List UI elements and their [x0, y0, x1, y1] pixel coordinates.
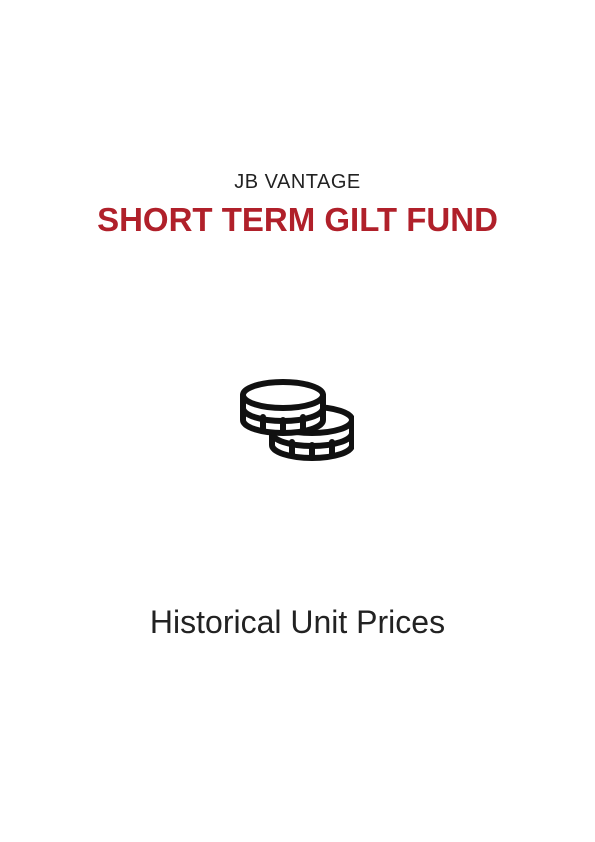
document-subtitle: Historical Unit Prices	[149, 604, 446, 640]
brand-name: JB VANTAGE	[234, 171, 361, 193]
coins-icon	[240, 379, 354, 461]
fund-title: SHORT TERM GILT FUND	[97, 201, 498, 238]
